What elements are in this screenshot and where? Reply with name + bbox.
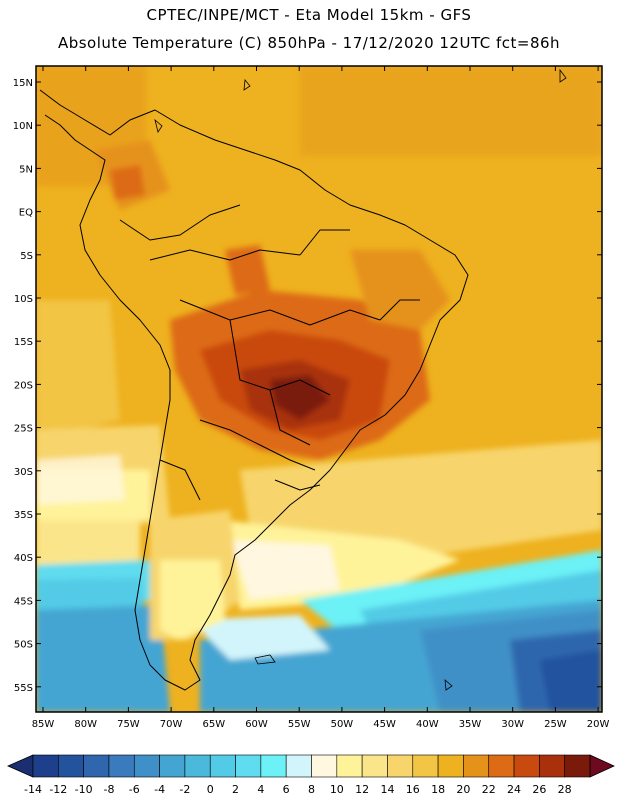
colorbar-arrow-right <box>589 754 615 778</box>
lon-tick-label: 75W <box>117 719 140 730</box>
colorbar-swatch <box>133 754 160 778</box>
colorbar-label: 6 <box>283 783 290 796</box>
lat-tick-label: 35S <box>14 510 33 521</box>
lon-tick-label: 65W <box>202 719 225 730</box>
lon-tick-label: 35W <box>459 719 482 730</box>
lon-tick-label: 85W <box>32 719 55 730</box>
colorbar-arrow-left <box>7 754 34 778</box>
longitude-axis: 85W 80W 75W 70W 65W 60W 55W 50W 45W 40W 35W 30W 25W 2… <box>32 66 610 730</box>
colorbar-label: 4 <box>257 783 264 796</box>
colorbar-label: 24 <box>507 783 521 796</box>
colorbar-swatch <box>209 754 236 778</box>
lat-tick-label: 45S <box>14 596 33 607</box>
colorbar-swatch <box>235 754 262 778</box>
colorbar-label: -10 <box>75 783 93 796</box>
colorbar-swatch <box>387 754 414 778</box>
lon-tick-label: 40W <box>416 719 439 730</box>
colorbar-label: -6 <box>129 783 140 796</box>
colorbar-swatch <box>285 754 312 778</box>
colorbar-swatch <box>159 754 186 778</box>
colorbar-label: -14 <box>24 783 42 796</box>
latitude-axis: 15N 10N 5N EQ 5S 10S 15S 20S 25S 30S 35S 40S 45S 50S 5… <box>13 78 602 694</box>
colorbar-swatch <box>564 754 591 778</box>
lon-tick-label: 70W <box>160 719 183 730</box>
colorbar-swatch <box>513 754 540 778</box>
lat-tick-label: 55S <box>14 683 33 694</box>
lon-tick-label: 30W <box>501 719 524 730</box>
colorbar-swatch <box>336 754 363 778</box>
colorbar-label: 12 <box>355 783 369 796</box>
colorbar-swatch <box>83 754 110 778</box>
lon-tick-label: 60W <box>245 719 268 730</box>
colorbar: -14 -12 -10 -8 -6 -4 -2 0 2 4 6 8 10 12 14 16 18 20 22 24 26… <box>7 754 615 796</box>
lat-tick-label: 25S <box>14 424 33 435</box>
lat-tick-label: 40S <box>14 553 33 564</box>
title-line-1: CPTEC/INPE/MCT - Eta Model 15km - GFS <box>146 6 472 24</box>
title-line-2: Absolute Temperature (C) 850hPa - 17/12/… <box>57 34 561 52</box>
colorbar-swatch <box>412 754 439 778</box>
lat-tick-label: 15N <box>13 78 33 89</box>
lat-tick-label: 5N <box>19 164 33 175</box>
lat-tick-label: 15S <box>14 337 33 348</box>
lon-tick-label: 55W <box>288 719 311 730</box>
colorbar-swatch <box>463 754 490 778</box>
coastline <box>39 89 469 691</box>
colorbar-label: 18 <box>431 783 445 796</box>
lat-tick-label: EQ <box>19 208 33 219</box>
colorbar-swatch <box>361 754 388 778</box>
colorbar-label: 16 <box>406 783 420 796</box>
lat-tick-label: 20S <box>14 380 33 391</box>
colorbar-label: 20 <box>456 783 470 796</box>
lon-tick-label: 25W <box>544 719 567 730</box>
colorbar-label: 26 <box>532 783 546 796</box>
colorbar-label: 8 <box>308 783 315 796</box>
temperature-field <box>36 66 602 712</box>
map-frame <box>35 65 603 713</box>
colorbar-swatch <box>311 754 338 778</box>
colorbar-label: 0 <box>207 783 214 796</box>
colorbar-label: -12 <box>49 783 67 796</box>
lat-tick-label: 30S <box>14 467 33 478</box>
lat-tick-label: 10N <box>13 121 33 132</box>
colorbar-swatch <box>437 754 464 778</box>
colorbar-swatch <box>108 754 135 778</box>
colorbar-label: 2 <box>232 783 239 796</box>
lon-tick-label: 80W <box>74 719 97 730</box>
colorbar-swatch <box>260 754 287 778</box>
colorbar-swatch <box>32 754 59 778</box>
lat-tick-label: 10S <box>14 294 33 305</box>
colorbar-label: -2 <box>179 783 190 796</box>
colorbar-swatch <box>488 754 515 778</box>
colorbar-swatch <box>539 754 565 778</box>
colorbar-label: 10 <box>330 783 344 796</box>
colorbar-label: 28 <box>558 783 572 796</box>
colorbar-swatch <box>58 754 84 778</box>
colorbar-swatch <box>184 754 211 778</box>
lat-tick-label: 50S <box>14 640 33 651</box>
colorbar-label: -4 <box>154 783 165 796</box>
colorbar-label: 14 <box>380 783 394 796</box>
lon-tick-label: 20W <box>587 719 610 730</box>
lon-tick-label: 50W <box>331 719 354 730</box>
colorbar-label: -8 <box>103 783 114 796</box>
lat-tick-label: 5S <box>20 251 33 262</box>
lon-tick-label: 45W <box>373 719 396 730</box>
colorbar-label: 22 <box>482 783 496 796</box>
